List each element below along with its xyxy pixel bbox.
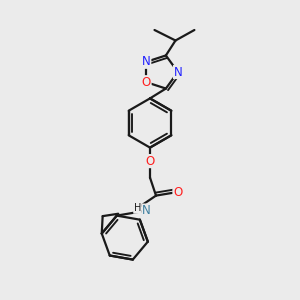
Text: N: N xyxy=(142,204,151,217)
Text: O: O xyxy=(146,154,154,168)
Text: O: O xyxy=(142,76,151,89)
Text: H: H xyxy=(134,203,141,213)
Text: N: N xyxy=(173,65,182,79)
Text: O: O xyxy=(173,185,182,199)
Text: N: N xyxy=(142,55,151,68)
